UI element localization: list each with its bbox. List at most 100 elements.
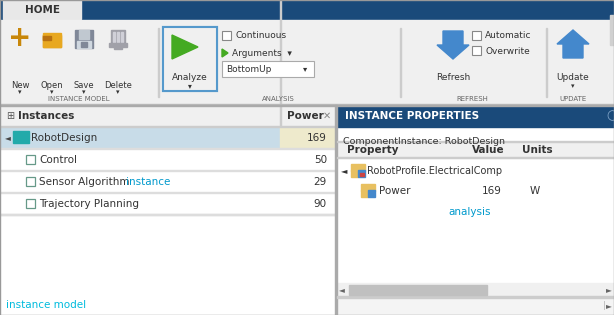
Bar — [280, 127, 335, 149]
Text: UPDATE: UPDATE — [559, 96, 586, 102]
Bar — [337, 157, 614, 158]
Text: Continuous: Continuous — [235, 32, 286, 41]
Text: ▾: ▾ — [82, 89, 86, 95]
Text: Arguments  ▾: Arguments ▾ — [232, 49, 292, 58]
Bar — [337, 283, 614, 297]
Text: 50: 50 — [314, 155, 327, 165]
Bar — [111, 43, 125, 45]
Bar — [280, 0, 281, 127]
Text: ComponentInstance: RobotDesign: ComponentInstance: RobotDesign — [343, 136, 505, 146]
Text: Update: Update — [557, 72, 589, 82]
Bar — [472, 46, 481, 55]
FancyBboxPatch shape — [163, 27, 217, 91]
Bar — [111, 30, 125, 45]
Bar — [114, 45, 122, 49]
Bar — [0, 0, 614, 20]
Text: BottomUp: BottomUp — [226, 65, 271, 73]
Text: RobotDesign: RobotDesign — [31, 133, 97, 143]
Bar — [351, 164, 358, 171]
Bar — [349, 285, 487, 295]
Bar — [0, 214, 335, 215]
Text: ►: ► — [606, 285, 612, 295]
Text: ◄: ◄ — [339, 285, 345, 295]
Text: INSTANCE PROPERTIES: INSTANCE PROPERTIES — [345, 111, 479, 121]
Bar — [400, 28, 401, 97]
Text: analysis: analysis — [449, 207, 491, 217]
Bar — [368, 190, 375, 197]
Text: ▾: ▾ — [571, 83, 575, 89]
Text: Trajectory Planning: Trajectory Planning — [39, 199, 139, 209]
Bar — [0, 104, 614, 105]
Bar — [0, 148, 335, 149]
Bar — [546, 28, 547, 97]
Text: Automatic: Automatic — [485, 32, 532, 41]
Bar — [0, 193, 335, 215]
Text: INSTANCE MODEL: INSTANCE MODEL — [48, 96, 110, 102]
Bar — [163, 27, 217, 91]
Bar — [0, 149, 335, 171]
Bar — [43, 36, 51, 40]
Bar — [0, 105, 335, 127]
Bar — [358, 170, 365, 177]
Text: ▾: ▾ — [18, 89, 21, 95]
Text: New: New — [11, 81, 29, 89]
Bar — [368, 184, 375, 191]
Bar — [337, 105, 614, 127]
Text: ⊞: ⊞ — [6, 111, 14, 121]
Text: Instances: Instances — [18, 111, 74, 121]
Text: Save: Save — [74, 81, 95, 89]
Text: |: | — [603, 301, 605, 311]
Bar — [337, 142, 614, 158]
Text: 169: 169 — [482, 186, 502, 196]
Text: HOME: HOME — [25, 5, 60, 15]
Text: Analyze: Analyze — [172, 72, 208, 82]
Polygon shape — [172, 35, 198, 59]
Bar — [81, 42, 87, 47]
Text: ►: ► — [606, 301, 612, 311]
Text: Value: Value — [472, 145, 505, 155]
Bar — [610, 15, 614, 45]
Bar — [222, 61, 314, 77]
Bar — [335, 105, 337, 315]
Bar — [121, 32, 123, 43]
Bar — [351, 170, 358, 177]
Text: ✕: ✕ — [323, 111, 331, 121]
Bar — [361, 190, 368, 197]
Text: Delete: Delete — [104, 81, 132, 89]
Bar — [0, 171, 335, 193]
Text: ▾: ▾ — [303, 65, 307, 73]
Bar — [0, 20, 614, 105]
Bar — [0, 170, 335, 171]
Text: Power: Power — [287, 111, 324, 121]
Polygon shape — [222, 49, 228, 57]
Bar — [0, 126, 335, 127]
Bar — [337, 296, 614, 297]
Text: instance model: instance model — [6, 300, 86, 310]
Text: ◄: ◄ — [5, 134, 11, 142]
Text: 169: 169 — [307, 133, 327, 143]
Bar — [77, 41, 91, 48]
Text: Overwrite: Overwrite — [485, 47, 530, 55]
Polygon shape — [437, 31, 469, 59]
Text: 29: 29 — [314, 177, 327, 187]
Text: Power: Power — [379, 186, 411, 196]
Bar — [360, 173, 364, 176]
Bar — [43, 35, 61, 47]
Text: REFRESH: REFRESH — [456, 96, 488, 102]
Polygon shape — [557, 30, 589, 58]
Text: ANALYSIS: ANALYSIS — [262, 96, 294, 102]
Text: ▾: ▾ — [188, 82, 192, 90]
Text: Control: Control — [39, 155, 77, 165]
Text: ▾: ▾ — [116, 89, 120, 95]
Text: RobotProfile.ElectricalComp: RobotProfile.ElectricalComp — [367, 166, 502, 176]
Bar — [26, 155, 35, 164]
Bar — [26, 199, 35, 208]
Text: ◄: ◄ — [341, 167, 348, 175]
Text: Open: Open — [41, 81, 63, 89]
Bar — [13, 131, 29, 143]
Bar — [337, 105, 614, 315]
Bar — [0, 192, 335, 193]
Bar — [79, 30, 89, 39]
Text: +: + — [9, 24, 32, 52]
Bar — [358, 164, 365, 171]
